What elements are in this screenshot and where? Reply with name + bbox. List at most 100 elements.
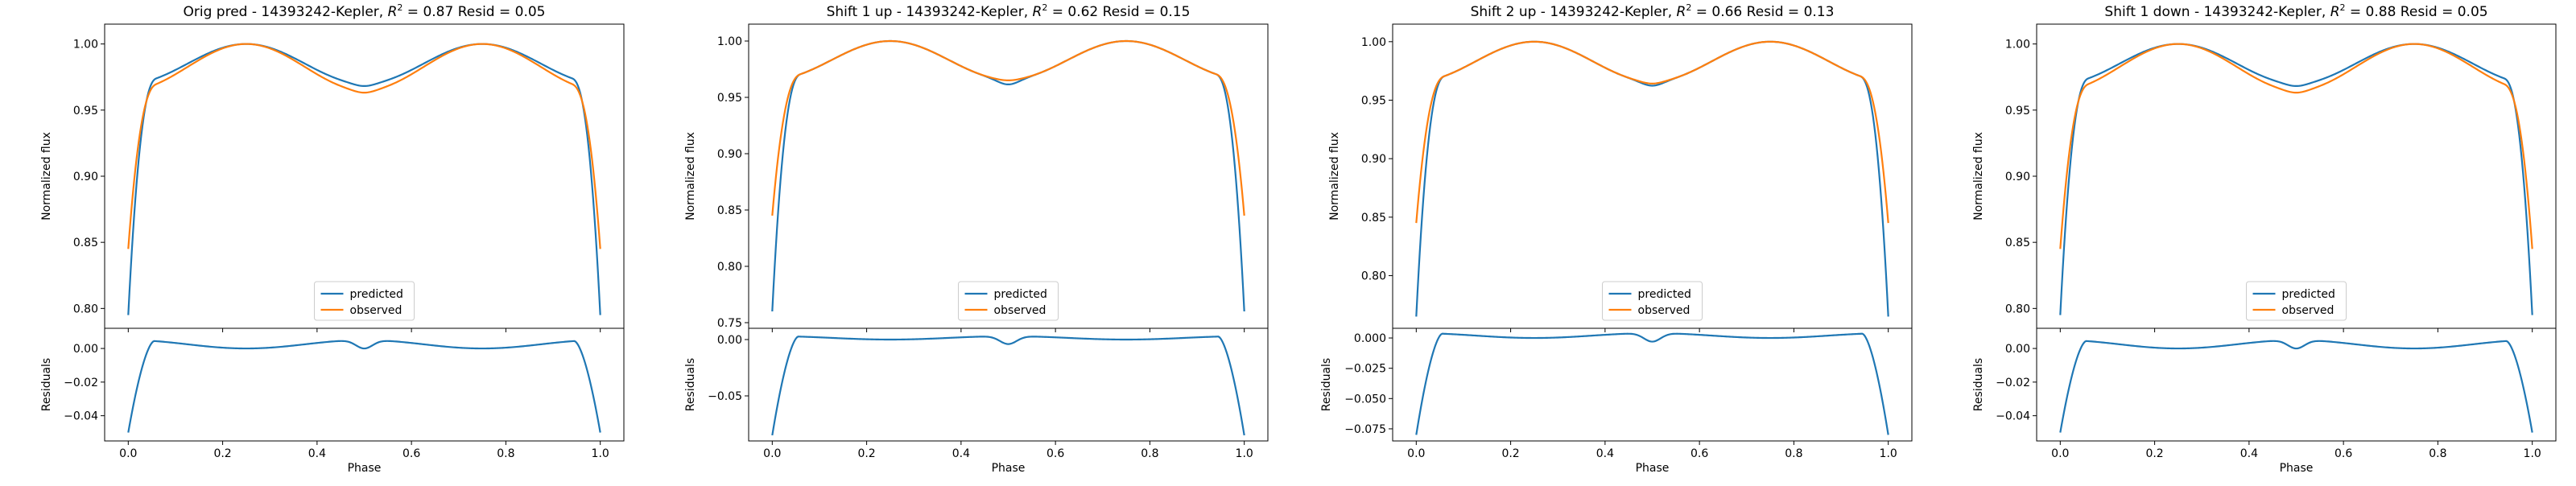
legend-label-predicted: predicted [994, 288, 1047, 301]
legend-label-observed: observed [350, 304, 402, 317]
main-ytick-label: 0.95 [717, 92, 742, 105]
legend-label-observed: observed [2282, 304, 2334, 317]
resid-ytick-label: −0.02 [1996, 377, 2030, 389]
x-axis-label: Phase [2280, 462, 2314, 475]
resid-y-axis-label: Residuals [40, 358, 53, 411]
resid-ytick-label: −0.04 [64, 410, 98, 423]
main-ytick-label: 0.95 [73, 105, 98, 117]
resid-y-axis-label: Residuals [1320, 358, 1333, 411]
chart-title: Shift 2 up - 14393242-Kepler, R2 = 0.66 … [1471, 2, 1835, 20]
xtick-label: 0.4 [952, 447, 970, 460]
main-ytick-label: 1.00 [73, 39, 98, 51]
xtick-label: 0.6 [1046, 447, 1064, 460]
title-superscript: 2 [397, 2, 402, 13]
xtick-label: 0.8 [1785, 447, 1802, 460]
title-prefix: Orig pred - 14393242-Kepler, [184, 4, 388, 20]
xtick-label: 1.0 [1236, 447, 1253, 460]
xtick-label: 0.8 [2429, 447, 2446, 460]
chart-panel-1: Orig pred - 14393242-Kepler, R2 = 0.87 R… [40, 2, 625, 475]
main-ytick-label: 0.80 [2005, 303, 2030, 315]
chart-panel-3: Shift 2 up - 14393242-Kepler, R2 = 0.66 … [1320, 2, 1913, 475]
xtick-label: 0.4 [308, 447, 326, 460]
predicted-line [127, 43, 601, 315]
legend-label-predicted: predicted [1638, 288, 1691, 301]
main-ytick-label: 0.80 [717, 261, 742, 274]
chart-title: Orig pred - 14393242-Kepler, R2 = 0.87 R… [184, 2, 546, 20]
predicted-line [771, 39, 1245, 312]
resid-ytick-label: 0.00 [2005, 343, 2030, 356]
xtick-label: 0.8 [1141, 447, 1158, 460]
title-superscript: 2 [1686, 2, 1691, 13]
resid-y-axis-label: Residuals [1972, 358, 1985, 411]
main-ytick-label: 0.85 [717, 204, 742, 217]
resid-axes-frame [748, 327, 1269, 442]
main-ytick-label: 0.80 [73, 303, 98, 315]
chart-panel-4: Shift 1 down - 14393242-Kepler, R2 = 0.8… [1972, 2, 2557, 475]
xtick-label: 0.2 [2145, 447, 2163, 460]
xtick-label: 0.4 [2240, 447, 2258, 460]
predicted-line [2059, 43, 2533, 315]
main-ytick-label: 1.00 [717, 35, 742, 48]
xtick-label: 0.2 [1501, 447, 1519, 460]
main-ytick-label: 1.00 [2005, 39, 2030, 51]
main-ytick-label: 0.85 [1361, 212, 1386, 224]
resid-ytick-label: −0.05 [708, 390, 742, 403]
title-suffix: = 0.88 Resid = 0.05 [2346, 4, 2488, 20]
resid-axes-frame [1392, 327, 1913, 442]
main-ytick-label: 1.00 [1361, 36, 1386, 49]
x-axis-label: Phase [348, 462, 382, 475]
resid-ytick-label: −0.025 [1344, 363, 1386, 376]
xtick-label: 0.0 [763, 447, 781, 460]
title-prefix: Shift 1 down - 14393242-Kepler, [2104, 4, 2330, 20]
residual-line [2059, 340, 2533, 433]
title-r: R [2330, 4, 2340, 20]
title-r: R [1033, 4, 1042, 20]
legend-label-observed: observed [1638, 304, 1690, 317]
resid-ytick-label: −0.02 [64, 377, 98, 389]
resid-ytick-label: −0.075 [1344, 423, 1386, 436]
resid-ytick-label: 0.00 [717, 334, 742, 347]
title-prefix: Shift 2 up - 14393242-Kepler, [1471, 4, 1677, 20]
xtick-label: 1.0 [592, 447, 609, 460]
xtick-label: 0.2 [857, 447, 875, 460]
title-r: R [388, 4, 398, 20]
title-superscript: 2 [2340, 2, 2346, 13]
resid-ytick-label: −0.050 [1344, 393, 1386, 406]
main-ytick-label: 0.75 [717, 317, 742, 330]
resid-y-axis-label: Residuals [684, 358, 697, 411]
legend-label-observed: observed [994, 304, 1046, 317]
main-y-axis-label: Normalized flux [1328, 132, 1341, 220]
main-y-axis-label: Normalized flux [40, 132, 53, 220]
xtick-label: 0.0 [2051, 447, 2069, 460]
legend-label-predicted: predicted [2282, 288, 2335, 301]
main-ytick-label: 0.95 [1361, 95, 1386, 108]
title-superscript: 2 [1042, 2, 1047, 13]
title-suffix: = 0.87 Resid = 0.05 [402, 4, 545, 20]
residual-line [771, 336, 1245, 436]
resid-ytick-label: 0.00 [73, 343, 98, 356]
main-ytick-label: 0.85 [2005, 237, 2030, 249]
observed-line [2059, 43, 2533, 249]
chart-title: Shift 1 down - 14393242-Kepler, R2 = 0.8… [2104, 2, 2487, 20]
xtick-label: 1.0 [2524, 447, 2541, 460]
title-r: R [1677, 4, 1686, 20]
residual-line [127, 340, 601, 433]
resid-ytick-label: 0.000 [1354, 332, 1386, 345]
observed-line [771, 39, 1245, 216]
observed-line [127, 43, 601, 249]
xtick-label: 0.0 [1407, 447, 1425, 460]
resid-axes-frame [2036, 327, 2557, 442]
xtick-label: 0.0 [119, 447, 137, 460]
main-ytick-label: 0.90 [73, 171, 98, 183]
title-suffix: = 0.66 Resid = 0.13 [1691, 4, 1834, 20]
x-axis-label: Phase [1636, 462, 1670, 475]
xtick-label: 0.6 [1690, 447, 1708, 460]
main-y-axis-label: Normalized flux [1972, 132, 1985, 220]
title-prefix: Shift 1 up - 14393242-Kepler, [827, 4, 1033, 20]
chart-title: Shift 1 up - 14393242-Kepler, R2 = 0.62 … [827, 2, 1191, 20]
xtick-label: 0.2 [213, 447, 231, 460]
resid-axes-frame [104, 327, 625, 442]
main-ytick-label: 0.90 [1361, 153, 1386, 166]
resid-ytick-label: −0.04 [1996, 410, 2030, 423]
